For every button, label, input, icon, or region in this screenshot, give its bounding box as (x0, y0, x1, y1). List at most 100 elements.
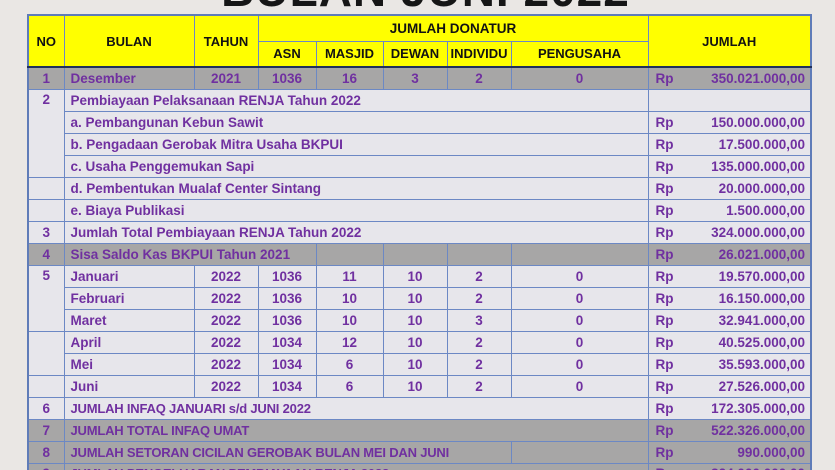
dewan-cell: 10 (382, 374, 448, 398)
row-label-cell: JUMLAH INFAQ JANUARI s/d JUNI 2022 (63, 396, 649, 420)
amount-cell: Rp 17.500.000,00 (647, 132, 812, 156)
amount-value: 150.000.000,00 (711, 114, 805, 130)
currency-label: Rp (655, 136, 674, 152)
no-cell: 9 (27, 462, 65, 470)
amount-value: 19.570.000,00 (718, 268, 805, 284)
row-label-cell: Jumlah Total Pembiayaan RENJA Tahun 2022 (63, 220, 649, 244)
individu-cell: 2 (446, 330, 512, 354)
row-label-cell: a. Pembangunan Kebun Sawit (63, 110, 649, 134)
table-row: 1 Desember 2021 1036 16 3 2 0 Rp 350.021.… (27, 66, 812, 90)
amount-cell: Rp 150.000.000,00 (647, 110, 812, 134)
table-row: 2 Pembiayaan Pelaksanaan RENJA Tahun 202… (27, 88, 812, 178)
year-cell: 2022 (193, 308, 259, 332)
amount-cell: Rp 1.500.000,00 (647, 198, 812, 222)
masjid-cell: 6 (315, 374, 384, 398)
individu-cell: 2 (446, 66, 512, 90)
table-row: 9 JUMLAH PENGELUARAN PEMBIAYAAN RENJA 20… (27, 462, 812, 470)
currency-label: Rp (655, 158, 674, 174)
currency-label: Rp (655, 356, 674, 372)
amount-cell: Rp 19.570.000,00 (647, 264, 812, 288)
pengusaha-cell: 0 (510, 286, 649, 310)
currency-label: Rp (655, 268, 674, 284)
year-cell: 2022 (193, 374, 259, 398)
asn-cell: 1036 (257, 308, 317, 332)
dewan-cell (382, 242, 448, 266)
row-label-cell: b. Pengadaan Gerobak Mitra Usaha BKPUI (63, 132, 649, 156)
no-cell: 6 (27, 396, 65, 420)
currency-label: Rp (655, 114, 674, 130)
dewan-cell: 10 (382, 308, 448, 332)
asn-cell: 1036 (257, 66, 317, 90)
masjid-cell: 12 (315, 330, 384, 354)
asn-cell: 1036 (257, 286, 317, 310)
currency-label: Rp (655, 246, 674, 262)
table-row: Februari 2022 1036 10 10 2 0 Rp 16.150.00… (28, 286, 812, 310)
amount-cell (647, 88, 812, 112)
no-cell: 4 (27, 242, 65, 266)
pengusaha-cell (510, 440, 649, 464)
no-cell (27, 198, 65, 222)
asn-cell: 1034 (257, 330, 317, 354)
amount-cell: Rp 20.000.000,00 (647, 176, 812, 200)
pengusaha-cell: 0 (510, 308, 649, 332)
table-row: d. Pembentukan Mualaf Center Sintang Rp 2… (27, 176, 812, 200)
currency-label: Rp (655, 378, 674, 394)
amount-value: 16.150.000,00 (718, 290, 805, 306)
amount-cell: Rp 990.000,00 (647, 440, 812, 464)
no-cell: 2 (27, 88, 65, 178)
currency-label: Rp (655, 70, 674, 86)
asn-cell: 1034 (257, 352, 317, 376)
table-row: April 2022 1034 12 10 2 0 Rp 40.525.000,0… (27, 330, 812, 376)
currency-label: Rp (655, 400, 674, 416)
no-cell: 1 (27, 66, 65, 90)
row-label-cell: Pembiayaan Pelaksanaan RENJA Tahun 2022 (63, 88, 649, 112)
table-row: Juni 2022 1034 6 10 2 0 Rp 27.526.000,00 (27, 374, 812, 398)
pengusaha-cell: 0 (510, 264, 649, 288)
header-row-group: NO BULAN TAHUN JUMLAH DONATUR JUMLAH (27, 14, 812, 68)
header-row-sub: ASN MASJID DEWAN INDIVIDU PENGUSAHA (28, 40, 811, 68)
year-cell: 2022 (193, 286, 259, 310)
no-cell: 3 (27, 220, 65, 244)
page-title: BULAN JUNI 2022 (0, 0, 835, 13)
individu-cell: 2 (446, 264, 512, 288)
currency-label: Rp (655, 180, 674, 196)
header-jumlah-donatur: JUMLAH DONATUR (257, 14, 649, 42)
masjid-cell: 10 (315, 286, 384, 310)
table-row: Maret 2022 1036 10 10 3 0 Rp 32.941.000,0… (28, 308, 812, 332)
amount-value: 522.326.000,00 (711, 422, 805, 438)
month-cell: Januari (63, 264, 195, 288)
row-label-cell: JUMLAH SETORAN CICILAN GEROBAK BULAN MEI… (63, 440, 512, 464)
table-row: 6 JUMLAH INFAQ JANUARI s/d JUNI 2022 Rp 1… (27, 396, 812, 420)
amount-cell: Rp 324.000.000,00 (647, 220, 812, 244)
amount-cell: Rp 16.150.000,00 (647, 286, 812, 310)
amount-cell: Rp 172.305.000,00 (647, 396, 812, 420)
amount-value: 35.593.000,00 (718, 356, 805, 372)
amount-cell: Rp 27.526.000,00 (647, 374, 812, 398)
masjid-cell: 11 (315, 264, 384, 288)
amount-value: 172.305.000,00 (711, 400, 805, 416)
header-tahun: TAHUN (193, 14, 259, 68)
year-cell: 2022 (193, 352, 259, 376)
amount-cell: Rp 35.593.000,00 (647, 352, 812, 376)
amount-value: 324.000.000,00 (711, 224, 805, 240)
pengusaha-cell: 0 (510, 374, 649, 398)
table-row: 5 Januari 2022 1036 11 10 2 0 Rp 19.570.0… (27, 264, 812, 332)
table-row: b. Pengadaan Gerobak Mitra Usaha BKPUI R… (28, 132, 812, 156)
pengusaha-cell (510, 242, 649, 266)
amount-cell: Rp 40.525.000,00 (647, 330, 812, 354)
amount-value: 26.021.000,00 (718, 246, 805, 262)
month-cell: April (63, 330, 195, 354)
masjid-cell: 10 (315, 308, 384, 332)
amount-cell: Rp 522.326.000,00 (647, 418, 812, 442)
year-cell: 2022 (193, 264, 259, 288)
header-individu: INDIVIDU (446, 40, 512, 68)
amount-value: 32.941.000,00 (718, 312, 805, 328)
table-row: 4 Sisa Saldo Kas BKPUI Tahun 2021 Rp 26.0… (27, 242, 812, 266)
asn-cell: 1036 (257, 264, 317, 288)
individu-cell: 2 (446, 374, 512, 398)
row-label-cell: JUMLAH TOTAL INFAQ UMAT (63, 418, 649, 442)
amount-value: 20.000.000,00 (718, 180, 805, 196)
table-row: a. Pembangunan Kebun Sawit Rp 150.000.000… (28, 110, 812, 134)
dewan-cell: 10 (382, 286, 448, 310)
amount-value: 27.526.000,00 (718, 378, 805, 394)
